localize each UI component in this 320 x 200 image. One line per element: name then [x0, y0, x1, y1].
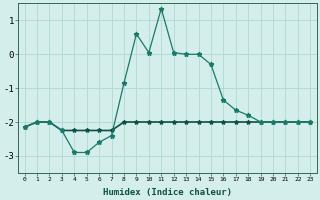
- X-axis label: Humidex (Indice chaleur): Humidex (Indice chaleur): [103, 188, 232, 197]
